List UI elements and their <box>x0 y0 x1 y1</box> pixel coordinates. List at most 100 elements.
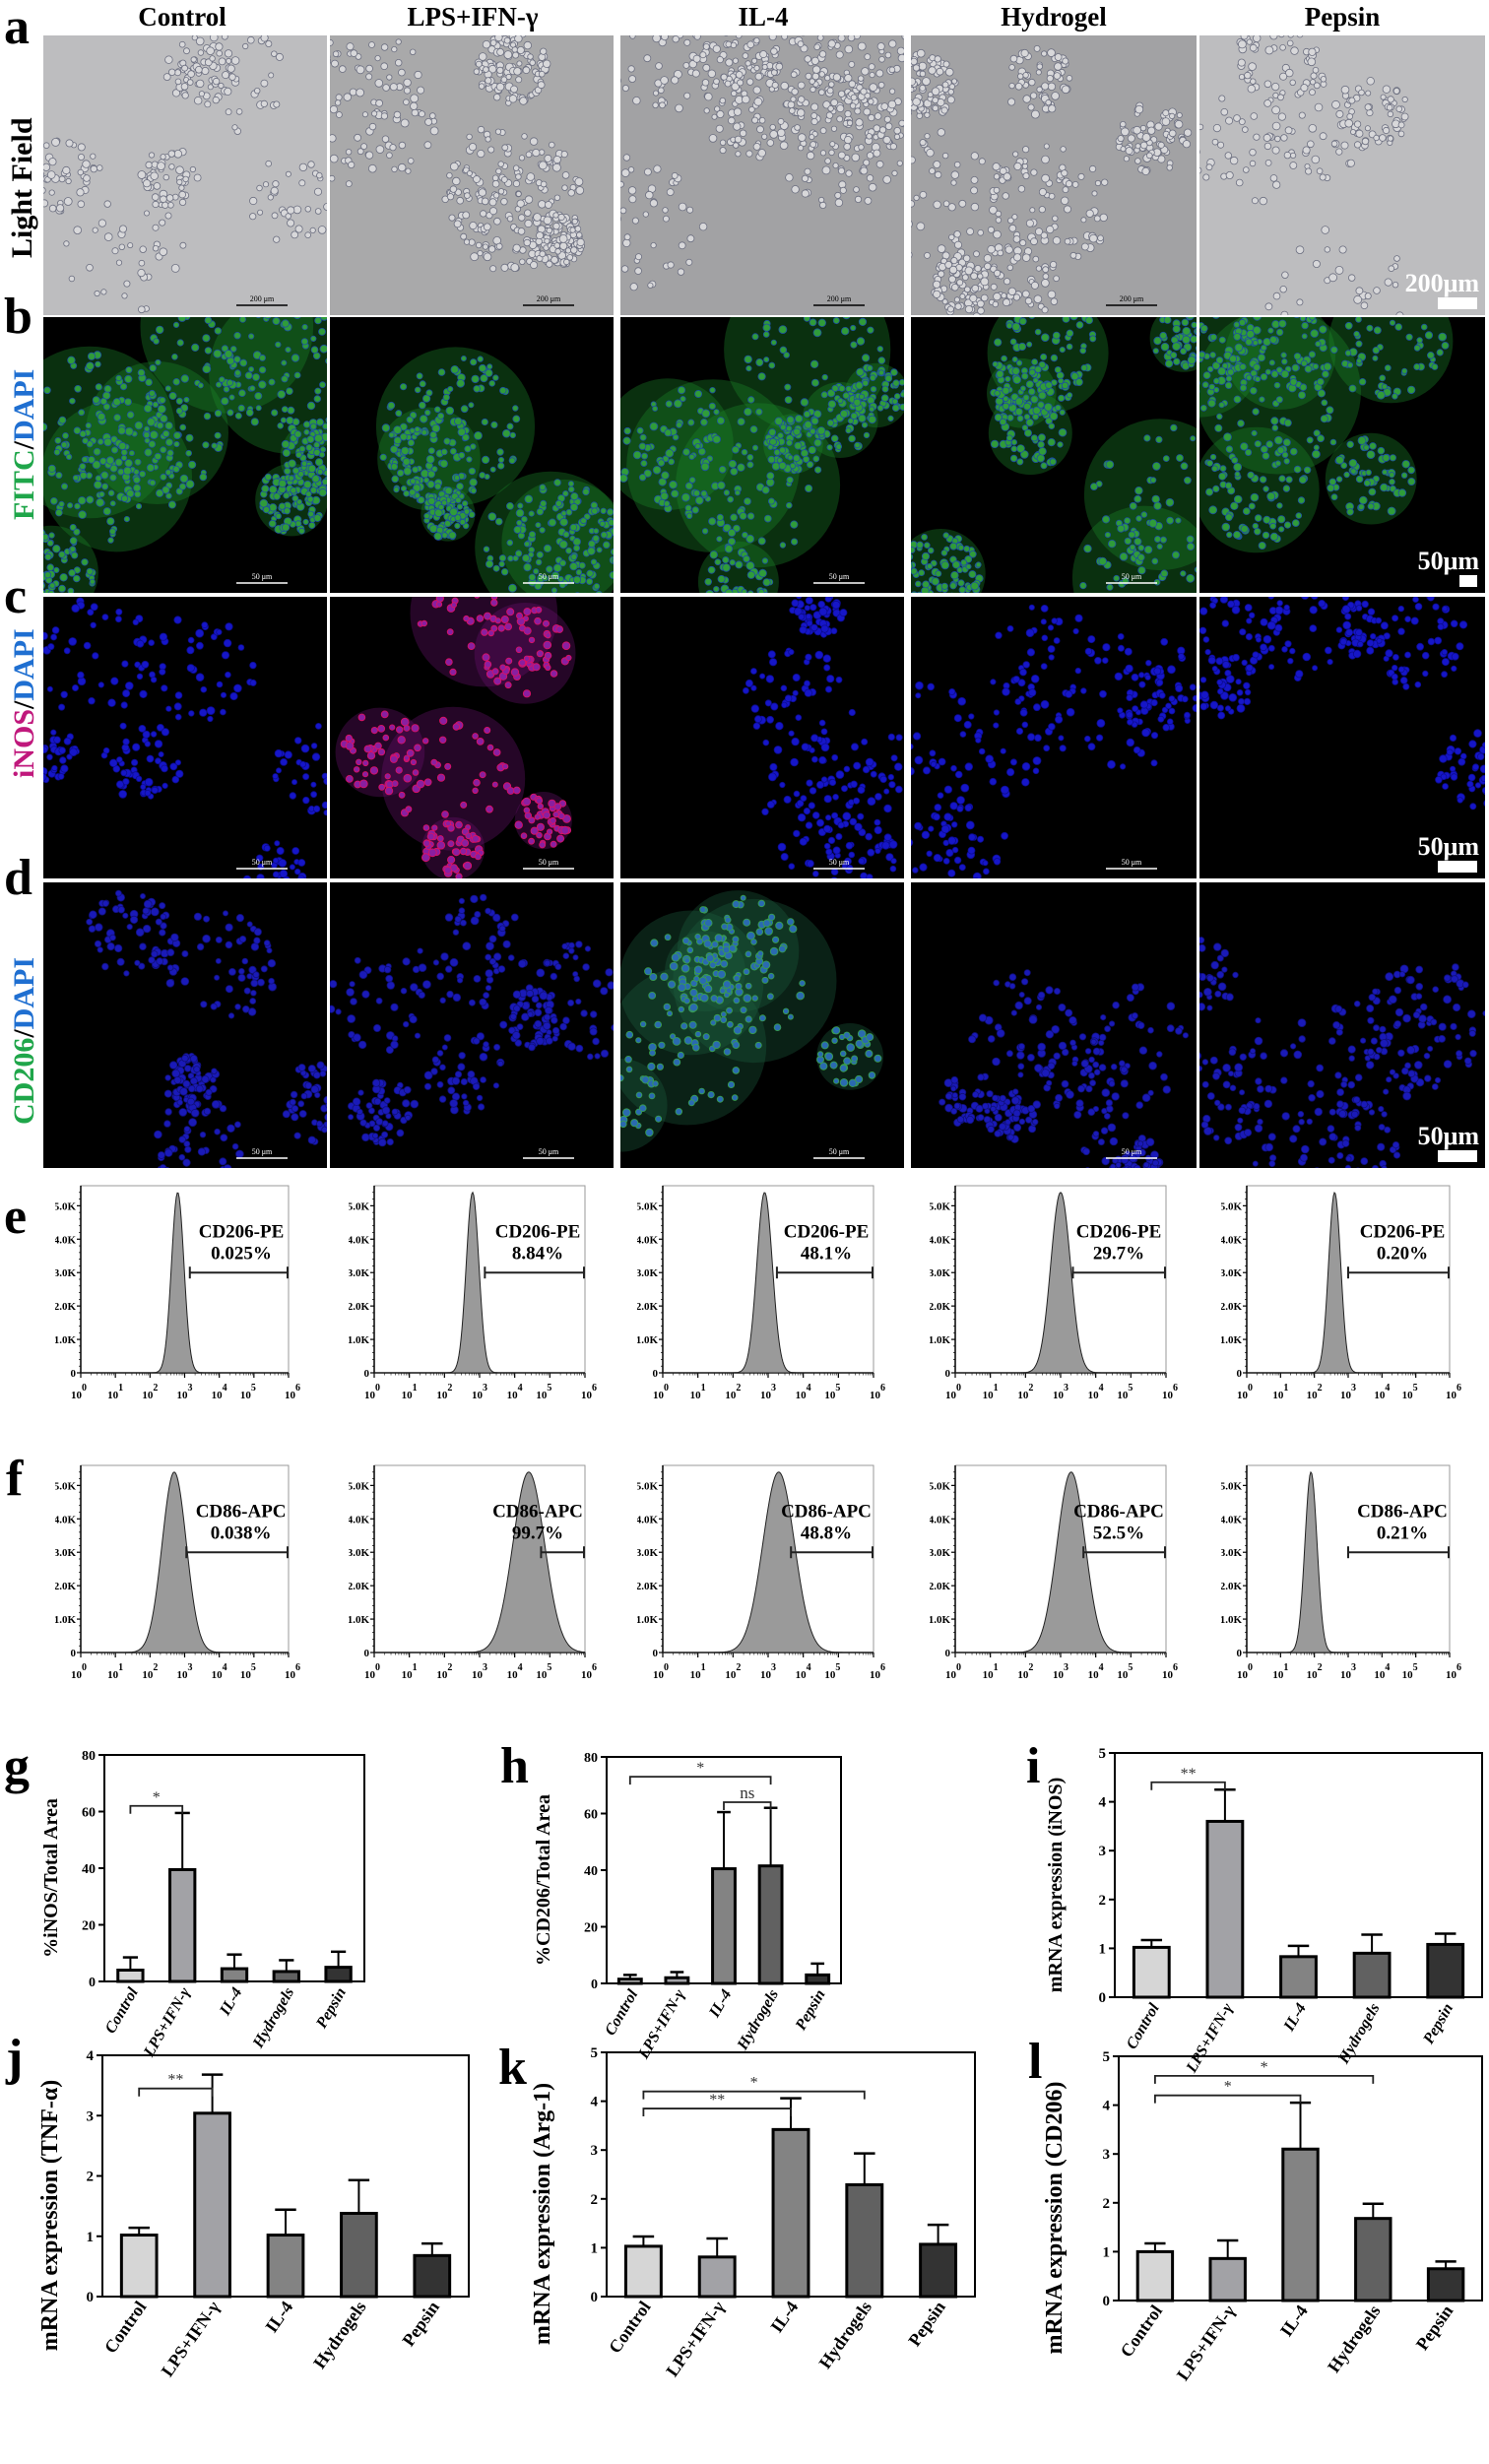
row-label-cd206-dapi: CD206/DAPI <box>8 957 41 1125</box>
gate-label: CD206-PE <box>1076 1222 1162 1243</box>
gate-label: CD86-APC <box>196 1502 287 1523</box>
gate-percent: 48.8% <box>801 1524 852 1544</box>
y-axis-label: %CD206/Total Area <box>533 1794 554 1966</box>
micrograph-b-il4: 50 μm <box>620 317 904 593</box>
column-header-pepsin: Pepsin <box>1199 0 1485 35</box>
micrograph-c-il4: 50 μm <box>620 597 904 878</box>
svg-text:50 μm: 50 μm <box>539 572 559 581</box>
micrograph-c-hydrogel: 50 μm <box>911 597 1197 878</box>
gate-percent: 0.025% <box>211 1244 272 1264</box>
gate-percent: 48.1% <box>801 1244 852 1264</box>
micrograph-b-control: 50 μm <box>43 317 327 593</box>
micrograph-c-lps-ifn: 50 μm <box>330 597 614 878</box>
category-label: Hydrogels <box>309 2298 370 2372</box>
y-axis-label: mRNA expression (CD206) <box>1042 2082 1068 2355</box>
y-axis-label: mRNA expression (iNOS) <box>1045 1778 1067 1993</box>
row-label-slash: / <box>8 701 40 709</box>
row-label-light-field: Light Field <box>6 117 39 258</box>
significance-label: * <box>750 2075 758 2092</box>
category-label: LPS+IFN-γ <box>662 2297 729 2380</box>
micrograph-c-control: 50 μm <box>43 597 327 878</box>
significance-label: * <box>1261 2059 1268 2076</box>
panel-letter-j: j <box>6 2033 23 2084</box>
micrograph-a-control: 200 μm <box>43 35 327 315</box>
category-label: Hydrogels <box>815 2298 876 2372</box>
category-label: Control <box>605 2298 655 2357</box>
gate-label: CD206-PE <box>495 1222 581 1243</box>
micrograph-b-lps-ifn: 50 μm <box>330 317 614 593</box>
micrograph-d-control: 50 μm <box>43 882 327 1168</box>
svg-text:50 μm: 50 μm <box>1122 572 1142 581</box>
svg-text:50μm: 50μm <box>1418 547 1480 575</box>
micrograph-a-hydrogel: 200 μm <box>911 35 1197 315</box>
row-label-inos-dapi: iNOS/DAPI <box>8 628 41 778</box>
svg-text:200 μm: 200 μm <box>537 294 561 303</box>
gate-percent: 0.20% <box>1377 1244 1428 1264</box>
row-label-slash: / <box>8 441 40 449</box>
gate-percent: 52.5% <box>1093 1524 1144 1544</box>
significance-label: ** <box>1181 1766 1197 1783</box>
micrograph-a-pepsin: 200μm <box>1199 35 1485 315</box>
category-label: Control <box>1117 2302 1167 2361</box>
row-label-dapi: DAPI <box>8 369 40 441</box>
panel-letter-e: e <box>4 1192 27 1243</box>
gate-label: CD86-APC <box>1357 1502 1448 1523</box>
micrograph-b-pepsin: 50μm <box>1199 317 1485 593</box>
significance-label: * <box>153 1789 161 1806</box>
gate-percent: 8.84% <box>512 1244 563 1264</box>
row-label-fitc-dapi: FITC/DAPI <box>8 369 41 520</box>
category-label: Control <box>102 1984 142 2037</box>
significance-label: ns <box>740 1783 754 1802</box>
panel-letter-l: l <box>1028 2037 1042 2088</box>
y-axis-label: %iNOS/Total Area <box>40 1798 62 1958</box>
svg-text:200μm: 200μm <box>1405 269 1480 297</box>
significance-label: ** <box>709 2092 725 2108</box>
row-label-dapi: DAPI <box>8 957 40 1029</box>
gate-label: CD86-APC <box>1073 1502 1164 1523</box>
significance-label: * <box>1224 2079 1232 2096</box>
micrograph-d-hydrogel: 50 μm <box>911 882 1197 1168</box>
column-header-il4: IL-4 <box>620 0 906 35</box>
gate-percent: 29.7% <box>1093 1244 1144 1264</box>
row-label-cd206: CD206 <box>8 1038 40 1125</box>
micrograph-d-lps-ifn: 50 μm <box>330 882 614 1168</box>
significance-label: * <box>696 1760 704 1777</box>
gate-label: CD206-PE <box>1360 1222 1446 1243</box>
panel-letter-d: d <box>4 853 32 904</box>
column-header-control: Control <box>39 0 325 35</box>
category-label: IL-4 <box>261 2298 296 2336</box>
panel-letter-b: b <box>4 292 32 343</box>
micrograph-a-lps-ifn: 200 μm <box>330 35 614 315</box>
category-label: IL-4 <box>217 1985 246 2020</box>
svg-text:50 μm: 50 μm <box>252 572 273 581</box>
y-axis-label: mRNA expression (Arg-1) <box>530 2083 555 2345</box>
micrograph-d-pepsin: 50μm <box>1199 882 1485 1168</box>
row-label-dapi: DAPI <box>8 628 40 700</box>
panel-letter-h: h <box>500 1741 529 1792</box>
gate-label: CD206-PE <box>199 1222 285 1243</box>
column-header-hydrogel: Hydrogel <box>911 0 1197 35</box>
row-label-slash: / <box>8 1029 40 1037</box>
gate-percent: 99.7% <box>512 1524 563 1544</box>
micrograph-b-hydrogel: 50 μm <box>911 317 1197 593</box>
panel-letter-f: f <box>6 1454 23 1505</box>
panel-letter-g: g <box>4 1741 30 1792</box>
column-header-lps-ifn: LPS+IFN-γ <box>330 0 615 35</box>
significance-label: ** <box>167 2072 183 2089</box>
row-label-text: Light Field <box>6 117 38 258</box>
category-label: LPS+IFN-γ <box>158 2297 225 2380</box>
category-label: LPS+IFN-γ <box>1173 2301 1240 2384</box>
panel-letter-k: k <box>498 2043 527 2094</box>
